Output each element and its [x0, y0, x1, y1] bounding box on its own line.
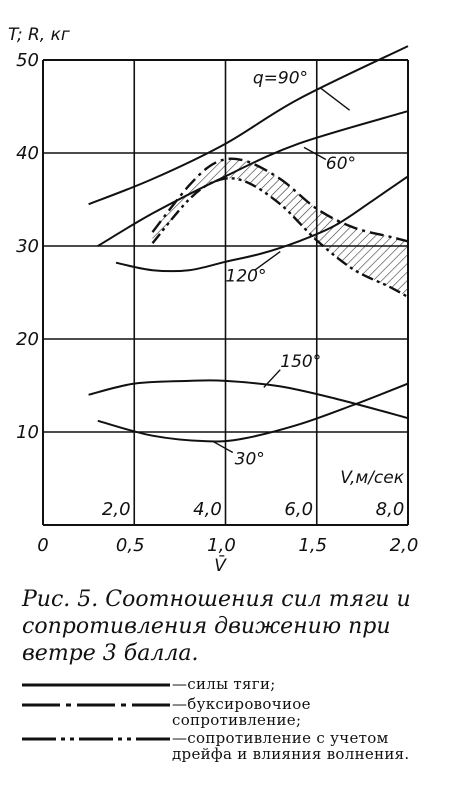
figure-caption: Рис. 5. Соотношения сил тяги и сопротивл… — [22, 587, 411, 666]
x-axis-label-top: V,м/сек — [340, 468, 404, 488]
legend-sample-dash-dot-dot — [22, 730, 172, 748]
series-line-4 — [97, 382, 409, 443]
chart: q=90° 60° 120° 150° 30° 10 20 30 40 50 T; R, кг 0 0… — [8, 25, 418, 576]
x-tick-label-bottom: 1,0 — [207, 535, 236, 556]
x-tick-label-top: 6,0 — [284, 499, 313, 520]
curve-label-leader — [212, 440, 234, 454]
y-axis-label: T; R, кг — [8, 25, 70, 45]
legend-sample-dash-dot — [22, 696, 172, 714]
series-lines — [88, 45, 409, 443]
series-line-6 — [151, 177, 409, 299]
y-tick-label: 30 — [16, 236, 39, 257]
y-tick-label: 40 — [16, 143, 39, 164]
legend-item-drift: —сопротивление с учетом дрейфа и влияния… — [22, 730, 442, 762]
legend: —силы тяги; —буксировочиое сопротивление… — [22, 676, 442, 764]
curve-label-leader — [254, 251, 281, 271]
x-tick-label-bottom: 2,0 — [390, 535, 419, 556]
legend-item-traction: —силы тяги; — [22, 676, 442, 694]
legend-item-towing: —буксировочиое сопротивление; — [22, 696, 442, 728]
series-line-5 — [151, 157, 409, 243]
series-line-1 — [97, 110, 409, 247]
curve-label: 120° — [226, 266, 267, 286]
x-tick-label-top: 8,0 — [376, 499, 405, 520]
curve-label: 150° — [280, 352, 321, 372]
curve-label: 30° — [235, 450, 265, 470]
legend-text: —сопротивление с учетом дрейфа и влияния… — [172, 729, 410, 763]
series-line-2 — [115, 175, 409, 273]
x-tick-label-top: 2,0 — [102, 499, 131, 520]
grid — [43, 60, 408, 525]
y-tick-label: 20 — [16, 329, 39, 350]
x-tick-label-bottom: 0 — [37, 535, 48, 556]
curve-label-leader — [263, 369, 281, 388]
axes: 10 20 30 40 50 T; R, кг 0 0,5 1,0 1,5 2,0 V̄ 2,0 4,0 6… — [8, 25, 418, 576]
y-tick-label: 10 — [16, 422, 39, 443]
x-tick-label-bottom: 0,5 — [116, 535, 145, 556]
curve-labels: q=90° 60° 120° 150° 30° — [212, 68, 356, 470]
legend-text: —силы тяги; — [172, 675, 276, 693]
x-tick-label-top: 4,0 — [193, 499, 222, 520]
x-axis-label-bottom: V̄ — [214, 554, 227, 576]
curve-label: q=90° — [253, 68, 308, 88]
legend-sample-solid — [22, 676, 172, 694]
y-tick-label: 50 — [16, 50, 39, 71]
legend-text: —буксировочиое сопротивление; — [172, 695, 311, 729]
series-line-0 — [88, 45, 409, 206]
series-line-3 — [88, 379, 409, 420]
curve-label-leader — [303, 146, 327, 161]
curve-label-leader — [319, 87, 351, 111]
x-tick-label-bottom: 1,5 — [298, 535, 327, 556]
curve-label: 60° — [326, 154, 356, 174]
